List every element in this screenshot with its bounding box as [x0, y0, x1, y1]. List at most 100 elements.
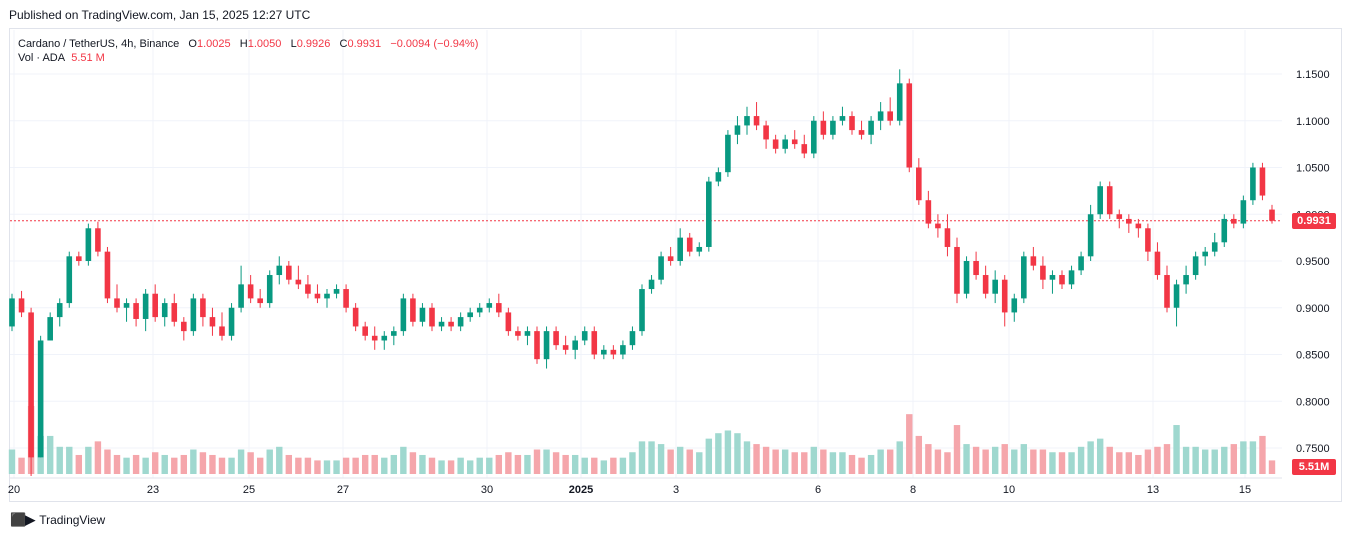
volume-bar — [486, 457, 493, 474]
volume-bar — [142, 457, 149, 474]
volume-bar — [18, 457, 25, 474]
tradingview-brand[interactable]: ⬛▶ TradingView — [10, 512, 105, 528]
volume-bar — [1163, 444, 1171, 474]
volume-bar — [1030, 449, 1037, 474]
candle-body — [1192, 256, 1199, 276]
volume-bar — [533, 449, 541, 474]
volume-bar — [925, 444, 932, 474]
volume-bar — [543, 449, 550, 474]
volume-bar — [858, 457, 865, 474]
price-tick-label: 1.1500 — [1296, 69, 1330, 81]
volume-bar — [934, 449, 942, 474]
volume-bar — [619, 457, 627, 474]
candle-body — [610, 349, 617, 355]
price-tick-label: 0.9000 — [1296, 303, 1330, 315]
high-label: H — [239, 38, 248, 50]
volume-bar — [705, 438, 713, 474]
candle-body — [830, 120, 836, 135]
volume-bar — [686, 449, 693, 474]
candle-body — [906, 83, 913, 168]
volume-bar — [56, 446, 63, 474]
volume-bar — [1259, 435, 1266, 474]
volume-bar — [1182, 446, 1190, 474]
volume-bar — [562, 454, 569, 474]
time-tick-label: 23 — [147, 484, 159, 496]
volume-bar — [495, 454, 503, 474]
candle-body — [744, 116, 750, 126]
candle-body — [648, 279, 655, 290]
candle-body — [381, 335, 388, 341]
last-volume-badge: 5.51M — [1292, 459, 1336, 475]
volume-bar — [896, 441, 903, 474]
volume-bar — [886, 449, 894, 474]
candle-body — [1001, 279, 1008, 313]
time-tick-label: 13 — [1147, 484, 1159, 496]
volume-bar — [610, 457, 617, 474]
volume-label: Vol · ADA — [18, 52, 66, 64]
volume-bar — [266, 449, 273, 474]
candle-body — [1097, 186, 1103, 215]
time-tick-label: 3 — [673, 484, 679, 496]
volume-bar — [1268, 460, 1276, 474]
candle-body — [1145, 228, 1151, 252]
volume-bar — [1211, 449, 1218, 474]
candle-body — [438, 321, 445, 327]
volume-bar — [743, 441, 751, 474]
volume-bar — [228, 457, 235, 474]
volume-bar — [781, 449, 789, 474]
volume-bar — [734, 433, 741, 474]
volume-bar — [161, 454, 168, 474]
volume-bar — [839, 452, 846, 474]
candle-body — [200, 298, 206, 318]
candle-body — [686, 237, 693, 252]
volume-bar — [915, 435, 923, 474]
candle-body — [1087, 214, 1094, 257]
volume-bar — [1125, 452, 1133, 474]
candle-body — [114, 298, 120, 308]
candle-body — [715, 172, 722, 182]
volume-bar — [1058, 452, 1066, 474]
candle-body — [419, 307, 426, 322]
volume-bar — [772, 449, 779, 474]
candle-body — [305, 284, 311, 294]
candle-body — [772, 139, 779, 149]
candle-body — [620, 345, 626, 355]
time-axis: 20 23 25 27 30 2025 3 6 8 10 13 15 — [8, 484, 1251, 496]
volume-bar — [848, 454, 856, 474]
candle-body — [1040, 265, 1046, 280]
candle-body — [324, 293, 330, 299]
candle-body — [343, 289, 349, 308]
volume-bar — [1144, 449, 1152, 474]
symbol-label[interactable]: Cardano / TetherUS, 4h, Binance — [18, 38, 180, 50]
close-value: 0.9931 — [347, 38, 382, 50]
volume-bar — [1201, 449, 1209, 474]
volume-bar — [1249, 441, 1257, 474]
volume-bar — [113, 454, 121, 474]
volume-bar — [676, 446, 684, 474]
volume-bar — [972, 446, 980, 474]
price-tick-label: 0.8500 — [1296, 350, 1330, 362]
volume-bar — [1135, 454, 1142, 474]
candle-body — [9, 298, 15, 327]
published-caption: Published on TradingView.com, Jan 15, 20… — [9, 8, 311, 22]
candle-body — [1030, 256, 1037, 266]
candle-body — [1250, 167, 1256, 201]
volume-bar — [66, 446, 73, 474]
candle-body — [190, 298, 197, 332]
volume-bar — [753, 444, 760, 474]
volume-bar — [276, 446, 283, 474]
volume-bar — [1001, 444, 1008, 474]
volume-bar — [906, 414, 913, 474]
candle-body — [95, 228, 101, 252]
chart-frame[interactable] — [9, 28, 1342, 502]
volume-bar — [1011, 449, 1018, 474]
last-price-badge: 0.9931 — [1292, 213, 1336, 229]
candle-body — [1106, 186, 1113, 215]
volume-bar — [285, 454, 293, 474]
time-tick-label: 2025 — [569, 484, 593, 496]
candle-body — [791, 139, 798, 145]
volume-bar — [132, 454, 140, 474]
candle-body — [1078, 256, 1084, 271]
candle-body — [371, 335, 378, 341]
